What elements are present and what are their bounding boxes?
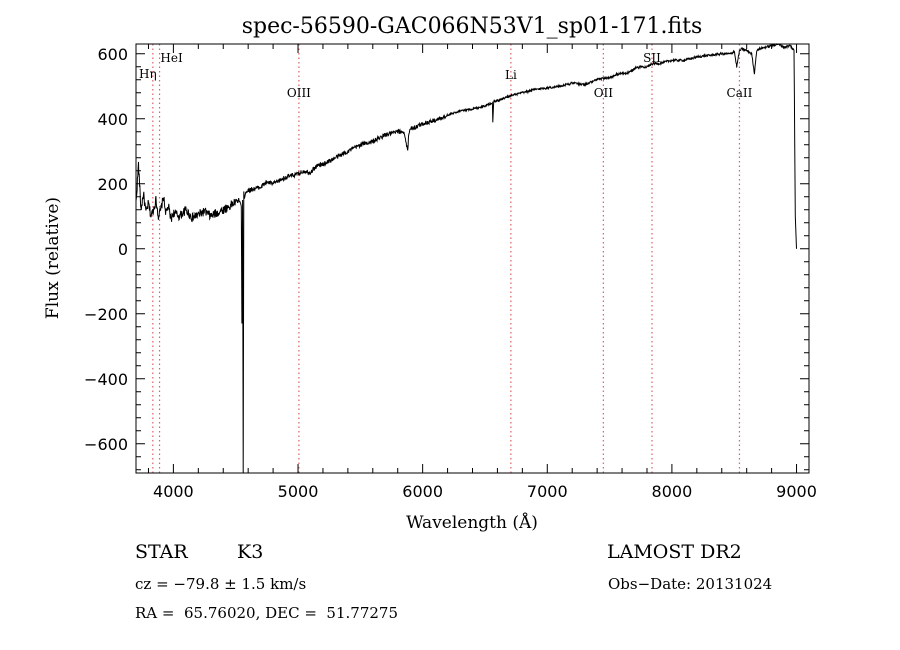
y-tick-label: −200 — [84, 305, 128, 324]
y-tick-label: 200 — [97, 175, 128, 194]
spectral-line-label: Li — [505, 68, 517, 82]
y-tick-label: 400 — [97, 110, 128, 129]
spectral-line-label: CaII — [727, 86, 753, 100]
spectral-line-label: OII — [594, 86, 614, 100]
spectral-line-label: HeI — [160, 51, 183, 65]
y-tick-label: 600 — [97, 45, 128, 64]
y-axis-group: −600 −400 −200 0 200 400 600 — [84, 45, 809, 471]
object-class-label: STAR — [135, 541, 188, 563]
redshift-value: cz = −79.8 ± 1.5 km/s — [135, 575, 307, 593]
x-tick-label: 9000 — [776, 482, 817, 501]
object-subclass-label: K3 — [237, 541, 264, 563]
coordinates-value: RA = 65.76020, DEC = 51.77275 — [135, 604, 399, 622]
survey-label: LAMOST DR2 — [607, 541, 742, 563]
x-tick-label: 7000 — [527, 482, 568, 501]
x-tick-label: 8000 — [652, 482, 693, 501]
spectral-line-label: Hη — [139, 67, 157, 81]
chart-title: spec-56590-GAC066N53V1_sp01-171.fits — [242, 14, 703, 39]
x-axis-group: 4000 5000 6000 7000 8000 9000 — [147, 44, 817, 501]
observation-date: Obs−Date: 20131024 — [608, 575, 773, 593]
plot-frame — [135, 43, 810, 474]
x-tick-label: 5000 — [278, 482, 319, 501]
x-tick-label: 4000 — [153, 482, 194, 501]
x-tick-label: 6000 — [402, 482, 443, 501]
y-tick-label: 0 — [118, 240, 128, 259]
spectral-line-label: SII — [643, 51, 661, 65]
y-axis-label: Flux (relative) — [43, 197, 63, 319]
spectrum-series-line — [135, 43, 797, 474]
spectral-line-label: OIII — [287, 86, 311, 100]
y-tick-label: −600 — [84, 435, 128, 454]
x-axis-label: Wavelength (Å) — [406, 512, 538, 533]
y-tick-label: −400 — [84, 370, 128, 389]
